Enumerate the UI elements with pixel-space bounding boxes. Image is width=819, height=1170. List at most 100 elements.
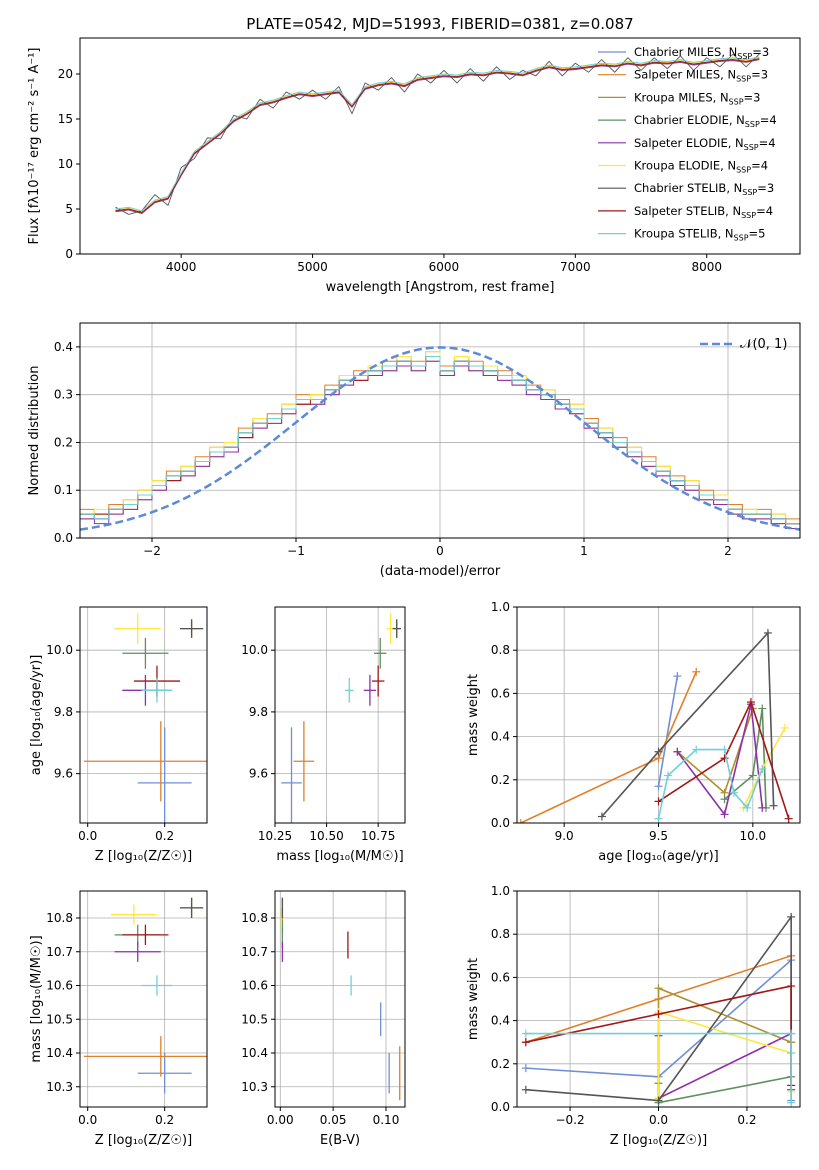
legend-label: Kroupa MILES, NSSP=3 bbox=[634, 90, 760, 106]
z-weight-xtick-label: −0.2 bbox=[555, 1113, 584, 1127]
z-weight-xlabel: Z [log₁₀(Z/Z☉)] bbox=[610, 1133, 707, 1148]
residuals-xtick-label: 0 bbox=[436, 544, 444, 558]
ebv-mass-xtick-label: 0.10 bbox=[373, 1113, 400, 1127]
spectrum-xtick-label: 7000 bbox=[560, 260, 591, 274]
spectrum-ytick-label: 20 bbox=[58, 67, 73, 81]
age-weight-plot-area bbox=[517, 628, 793, 823]
spectrum-plot-area bbox=[115, 53, 760, 215]
legend-label-suffix: =4 bbox=[760, 113, 777, 127]
spectrum-line-6 bbox=[115, 57, 760, 213]
legend-label-suffix: =5 bbox=[749, 227, 766, 241]
legend-label: Kroupa ELODIE, NSSP=4 bbox=[634, 159, 768, 175]
ebv-mass-ytick-label: 10.5 bbox=[241, 1012, 268, 1026]
z-mass-ytick-label: 10.6 bbox=[46, 979, 73, 993]
ebv-mass-panel: 0.00 0.05 0.10 10.3 10.4 10.5 10.6 10.7 10.8 E(B-… bbox=[241, 890, 406, 1148]
spectrum-panel: 4000 5000 6000 7000 8000 0 5 10 15 20 wavelength [… bbox=[27, 37, 801, 295]
mass-age-ytick-label: 9.8 bbox=[249, 705, 268, 719]
normal-curve bbox=[80, 346, 800, 531]
z-mass-ytick-label: 10.8 bbox=[46, 911, 73, 925]
age-weight-line-7 bbox=[601, 630, 775, 818]
z-mass-ytick-label: 10.4 bbox=[46, 1046, 73, 1060]
age-weight-ytick-label: 1.0 bbox=[491, 600, 510, 614]
legend-label-suffix: =4 bbox=[756, 204, 773, 218]
z-weight-ytick-label: 0.6 bbox=[491, 970, 510, 984]
age-weight-line-4 bbox=[724, 708, 767, 808]
z-weight-line-9 bbox=[525, 1032, 792, 1103]
mass-age-xtick-label: 10.75 bbox=[361, 829, 395, 843]
spectrum-ylabel: Flux [fλ10⁻¹⁷ erg cm⁻² s⁻¹ A⁻¹] bbox=[27, 48, 42, 245]
legend-label: Salpeter ELODIE, NSSP=4 bbox=[634, 136, 776, 152]
mass-age-ytick-label: 10.0 bbox=[241, 643, 268, 657]
z-weight-xtick-label: 0.2 bbox=[737, 1113, 756, 1127]
age-weight-panel: 9.0 9.5 10.0 0.0 0.2 0.4 0.6 0.8 1.0 age [log₁₀(a… bbox=[466, 600, 801, 864]
ebv-mass-ytick-label: 10.3 bbox=[241, 1080, 268, 1094]
z-mass-xlabel: Z [log₁₀(Z/Z☉)] bbox=[95, 1133, 192, 1148]
legend-label-sub: SSP bbox=[736, 166, 751, 175]
spectrum-line-8 bbox=[115, 58, 760, 214]
z-age-frame bbox=[79, 606, 208, 824]
ebv-mass-ytick-label: 10.8 bbox=[241, 911, 268, 925]
spectrum-xtick-label: 8000 bbox=[691, 260, 722, 274]
age-weight-ytick-label: 0.8 bbox=[491, 643, 510, 657]
ebv-mass-xtick-label: 0.05 bbox=[320, 1113, 347, 1127]
residuals-xlabel: (data-model)/error bbox=[380, 564, 501, 579]
z-weight-ytick-label: 0.4 bbox=[491, 1014, 510, 1028]
z-weight-line-5 bbox=[657, 1032, 792, 1100]
z-weight-line-4 bbox=[657, 1075, 792, 1104]
spectrum-ytick-label: 0 bbox=[65, 247, 73, 261]
residuals-panel: −2 −1 0 1 2 0.0 0.1 0.2 0.3 0.4 (data-model)/error… bbox=[27, 322, 801, 579]
age-weight-xtick-label: 9.0 bbox=[555, 829, 574, 843]
age-weight-line-8 bbox=[658, 699, 790, 819]
legend-label: Salpeter MILES, NSSP=3 bbox=[634, 68, 768, 84]
residuals-ylabel: Normed distribution bbox=[27, 366, 42, 496]
z-mass-ytick-label: 10.5 bbox=[46, 1012, 73, 1026]
age-weight-ytick-label: 0.6 bbox=[491, 686, 510, 700]
z-weight-xtick-label: 0.0 bbox=[649, 1113, 668, 1127]
spectrum-ytick-label: 10 bbox=[58, 157, 73, 171]
z-mass-ytick-label: 10.7 bbox=[46, 945, 73, 959]
spectrum-ytick-label: 5 bbox=[65, 202, 73, 216]
z-age-xtick-label: 0.0 bbox=[78, 829, 97, 843]
mass-age-xtick-label: 10.50 bbox=[309, 829, 343, 843]
mass-age-frame bbox=[274, 606, 406, 824]
z-age-xlabel: Z [log₁₀(Z/Z☉)] bbox=[95, 849, 192, 864]
z-weight-plot-area bbox=[521, 912, 796, 1107]
z-weight-ylabel: mass weight bbox=[466, 958, 481, 1040]
age-weight-xtick-label: 10.0 bbox=[739, 829, 766, 843]
legend-label-sub: SSP bbox=[744, 143, 759, 152]
age-weight-ytick-label: 0.0 bbox=[491, 816, 510, 830]
ebv-mass-ytick-label: 10.6 bbox=[241, 979, 268, 993]
z-mass-ytick-label: 10.3 bbox=[46, 1080, 73, 1094]
z-mass-panel: 0.0 0.2 10.3 10.4 10.5 10.6 10.7 10.8 Z [log₁₀(Z… bbox=[29, 890, 208, 1148]
residuals-hist-9 bbox=[80, 355, 800, 538]
z-age-panel: 0.0 0.2 9.6 9.8 10.0 Z [log₁₀(Z/Z☉)] age [log₁… bbox=[29, 606, 208, 864]
residuals-xtick-label: 1 bbox=[580, 544, 588, 558]
z-age-plot-area bbox=[83, 613, 207, 823]
figure-title: PLATE=0542, MJD=51993, FIBERID=0381, z=0… bbox=[246, 15, 633, 33]
spectrum-frame bbox=[79, 37, 801, 255]
mass-age-xlabel: mass [log₁₀(M/M☉)] bbox=[276, 849, 403, 864]
z-mass-xtick-label: 0.2 bbox=[155, 1113, 174, 1127]
ebv-mass-ytick-label: 10.4 bbox=[241, 1046, 268, 1060]
legend-label-sub: SSP bbox=[736, 75, 751, 84]
spectrum-line-9 bbox=[115, 56, 760, 212]
residuals-xtick-label: 2 bbox=[724, 544, 732, 558]
residuals-ytick-label: 0.2 bbox=[54, 435, 73, 449]
residuals-xtick-label: −1 bbox=[287, 544, 305, 558]
legend-label: Salpeter STELIB, NSSP=4 bbox=[634, 204, 773, 220]
legend-label: Chabrier ELODIE, NSSP=4 bbox=[634, 113, 777, 129]
residuals-ytick-label: 0.0 bbox=[54, 531, 73, 545]
age-weight-ylabel: mass weight bbox=[466, 674, 481, 756]
spectrum-line-5 bbox=[115, 59, 760, 214]
spectrum-xtick-label: 6000 bbox=[429, 260, 460, 274]
legend-label-sub: SSP bbox=[729, 97, 744, 106]
legend-label-sub: SSP bbox=[734, 234, 749, 243]
legend-label-sub: SSP bbox=[737, 52, 752, 61]
age-weight-line-5 bbox=[676, 704, 764, 817]
legend-label-sub: SSP bbox=[741, 211, 756, 220]
spectrum-xtick-label: 5000 bbox=[297, 260, 328, 274]
residuals-ytick-label: 0.3 bbox=[54, 388, 73, 402]
legend-label: Kroupa STELIB, NSSP=5 bbox=[634, 227, 765, 243]
